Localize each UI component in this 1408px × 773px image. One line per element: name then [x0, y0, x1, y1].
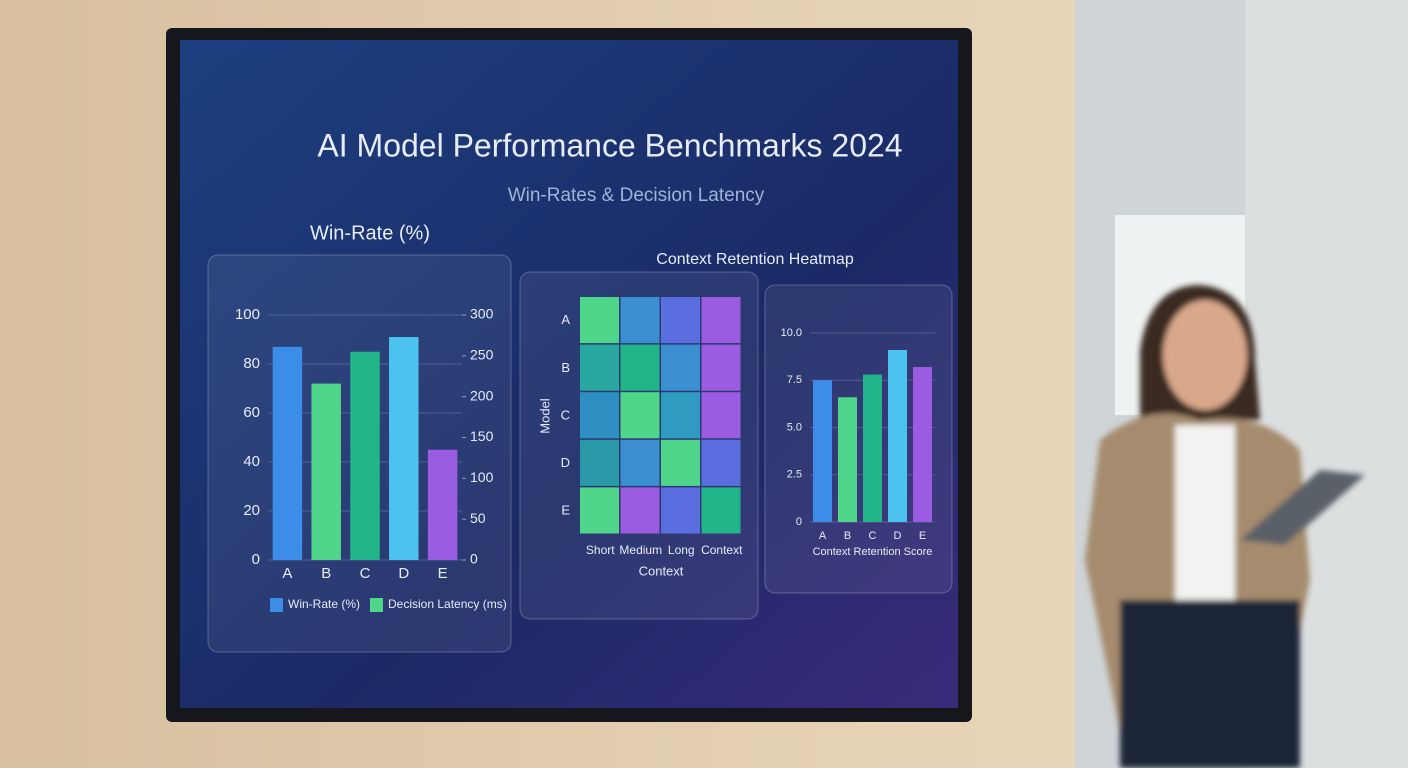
y-tick-label: A — [561, 312, 570, 327]
heatmap-cell — [620, 297, 660, 344]
page-title: AI Model Performance Benchmarks 2024 — [317, 127, 902, 163]
y-tick-label: 20 — [243, 502, 260, 519]
legend-swatch — [370, 598, 383, 612]
heatmap-cell — [580, 439, 619, 486]
bar — [863, 374, 882, 522]
heatmap-cell — [620, 487, 660, 534]
y-tick-label: 0 — [796, 516, 802, 528]
heatmap-cell — [661, 487, 700, 534]
page-subtitle: Win-Rates & Decision Latency — [508, 185, 765, 206]
y-tick-label: D — [561, 455, 570, 470]
y-tick-label: 60 — [243, 404, 260, 421]
bar — [888, 350, 907, 522]
y2-tick-label: 200 — [470, 387, 494, 403]
x-tick-label: Long — [668, 543, 695, 557]
y-tick-label: 40 — [243, 453, 260, 470]
heatmap-cell — [701, 297, 741, 344]
y-tick-label: 0 — [252, 551, 260, 568]
tv-screen — [180, 40, 958, 708]
heatmap-cell — [620, 344, 660, 391]
x-tick-label: Short — [586, 543, 615, 557]
bar — [389, 337, 419, 560]
x-tick-label: A — [819, 530, 827, 542]
y-axis-label: Model — [537, 398, 552, 434]
bar — [311, 383, 341, 560]
y-tick-label: 100 — [235, 306, 260, 323]
x-tick-label: D — [894, 530, 902, 542]
x-tick-label: E — [438, 565, 448, 582]
bar — [813, 380, 832, 522]
y-tick-label: 2.5 — [787, 469, 802, 481]
heatmap-cell — [661, 297, 700, 344]
heatmap-cell — [661, 344, 700, 391]
bar — [838, 397, 857, 522]
person — [1085, 285, 1365, 768]
heatmap-cell — [661, 392, 700, 439]
y-tick-label: 7.5 — [787, 374, 802, 386]
x-tick-label: C — [869, 530, 877, 542]
heatmap-cell — [580, 297, 619, 344]
bar — [913, 367, 932, 522]
legend-label: Win-Rate (%) — [288, 597, 360, 611]
x-tick-label: Context — [701, 543, 743, 557]
x-axis-label: Context Retention Score — [813, 546, 933, 558]
x-tick-label: D — [398, 565, 409, 582]
y-tick-label: 10.0 — [781, 327, 802, 339]
y2-tick-label: 50 — [470, 510, 486, 526]
y-tick-label: C — [561, 407, 570, 422]
x-tick-label: Medium — [619, 543, 662, 557]
bar — [350, 351, 380, 560]
heatmap-cell — [701, 392, 741, 439]
y2-tick-label: 100 — [470, 469, 494, 485]
y-tick-label: E — [561, 503, 570, 518]
y2-tick-label: 0 — [470, 551, 478, 567]
heatmap-cell — [661, 439, 700, 486]
chart-title: Win-Rate (%) — [310, 222, 430, 244]
heatmap-cell — [580, 487, 619, 534]
heatmap-cell — [580, 392, 619, 439]
heatmap-cell — [620, 392, 660, 439]
y2-tick-label: 150 — [470, 428, 494, 444]
x-tick-label: A — [282, 565, 292, 582]
heatmap-cell — [580, 344, 619, 391]
y2-tick-label: 300 — [470, 306, 494, 322]
bar — [272, 346, 303, 560]
heatmap-cell — [701, 439, 741, 486]
x-tick-label: B — [844, 530, 851, 542]
heatmap-cell — [701, 344, 741, 391]
x-axis-label: Context — [639, 563, 684, 578]
y-tick-label: B — [561, 360, 570, 375]
x-tick-label: C — [360, 565, 371, 582]
x-tick-label: E — [919, 530, 926, 542]
heatmap-cell — [701, 487, 741, 534]
y-tick-label: 5.0 — [787, 421, 802, 433]
x-tick-label: B — [321, 565, 331, 582]
y2-tick-label: 250 — [470, 347, 494, 363]
y-tick-label: 80 — [243, 355, 260, 372]
legend-swatch — [270, 598, 283, 612]
heatmap-cell — [620, 439, 660, 486]
chart-title: Context Retention Heatmap — [656, 251, 854, 268]
legend-label: Decision Latency (ms) — [388, 597, 507, 611]
bar — [427, 449, 458, 560]
